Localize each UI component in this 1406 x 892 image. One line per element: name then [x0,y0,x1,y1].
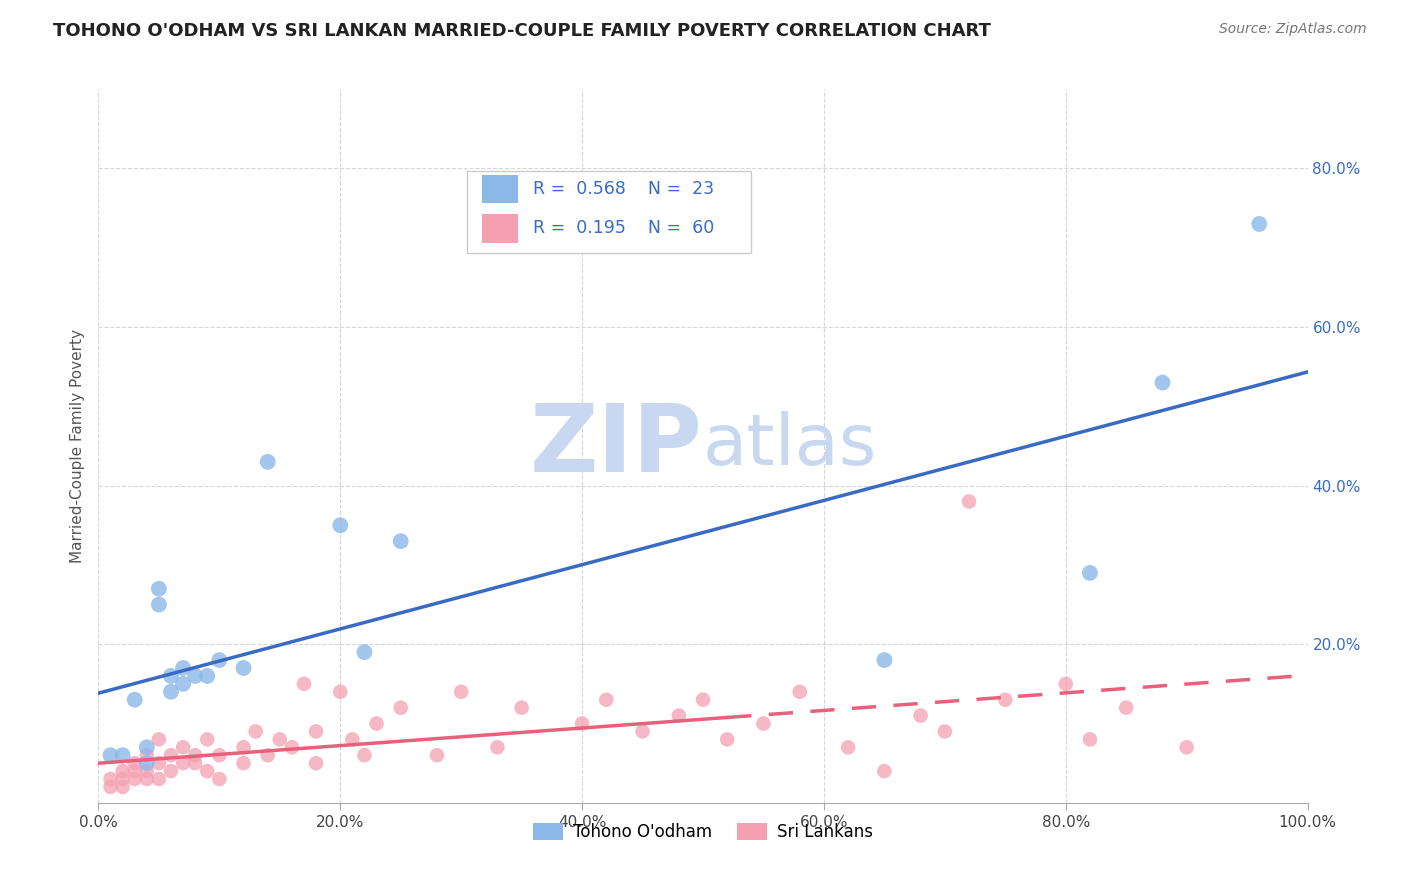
Point [1115,700,1137,714]
Point [305,724,328,739]
Point [292,677,315,691]
Point [172,677,194,691]
Point [124,764,146,778]
Point [329,518,352,533]
Point [837,740,859,755]
Point [100,772,122,786]
Point [135,772,157,786]
Point [172,661,194,675]
Point [184,748,207,763]
Point [100,748,122,763]
Point [195,764,218,778]
Point [1054,677,1077,691]
Point [100,780,122,794]
Point [305,756,328,771]
Point [934,724,956,739]
Point [172,756,194,771]
Point [281,740,304,755]
Point [752,716,775,731]
Legend: Tohono O'odham, Sri Lankans: Tohono O'odham, Sri Lankans [526,816,880,848]
Point [269,732,291,747]
Point [571,716,593,731]
Point [450,685,472,699]
Point [160,748,183,763]
Point [208,772,231,786]
Point [486,740,509,755]
Bar [482,214,517,243]
Point [135,764,157,778]
Point [135,756,157,771]
Point [426,748,449,763]
Point [245,724,267,739]
Point [160,764,183,778]
Point [631,724,654,739]
Point [910,708,932,723]
Point [148,582,170,596]
Point [342,732,364,747]
Point [366,716,388,731]
Point [353,645,375,659]
Point [510,700,533,714]
Point [1175,740,1198,755]
Point [873,653,896,667]
Point [124,692,146,706]
Point [353,748,375,763]
Bar [482,175,517,203]
Text: atlas: atlas [703,411,877,481]
Point [389,534,412,549]
Point [148,756,170,771]
Point [994,692,1017,706]
Point [716,732,738,747]
Point [111,764,134,778]
Point [148,598,170,612]
Text: R =  0.568    N =  23: R = 0.568 N = 23 [533,180,714,198]
Point [1152,376,1174,390]
Point [232,661,254,675]
Point [256,455,278,469]
Point [160,685,183,699]
Point [124,756,146,771]
Y-axis label: Married-Couple Family Poverty: Married-Couple Family Poverty [69,329,84,563]
Text: TOHONO O'ODHAM VS SRI LANKAN MARRIED-COUPLE FAMILY POVERTY CORRELATION CHART: TOHONO O'ODHAM VS SRI LANKAN MARRIED-COU… [53,22,991,40]
Point [135,748,157,763]
Point [873,764,896,778]
Point [160,669,183,683]
Point [184,669,207,683]
Point [1249,217,1271,231]
Point [389,700,412,714]
FancyBboxPatch shape [467,171,751,253]
Point [232,756,254,771]
Point [668,708,690,723]
Point [208,748,231,763]
Point [789,685,811,699]
Point [172,740,194,755]
Point [957,494,980,508]
Point [1078,732,1101,747]
Point [184,756,207,771]
Point [195,732,218,747]
Text: Source: ZipAtlas.com: Source: ZipAtlas.com [1219,22,1367,37]
Text: ZIP: ZIP [530,400,703,492]
Point [148,732,170,747]
Point [329,685,352,699]
Point [111,780,134,794]
Point [595,692,617,706]
Point [124,772,146,786]
Point [111,772,134,786]
Point [111,748,134,763]
Point [692,692,714,706]
Point [232,740,254,755]
Point [195,669,218,683]
Point [1078,566,1101,580]
Point [208,653,231,667]
Point [135,740,157,755]
Point [148,772,170,786]
Text: R =  0.195    N =  60: R = 0.195 N = 60 [533,219,714,237]
Point [256,748,278,763]
